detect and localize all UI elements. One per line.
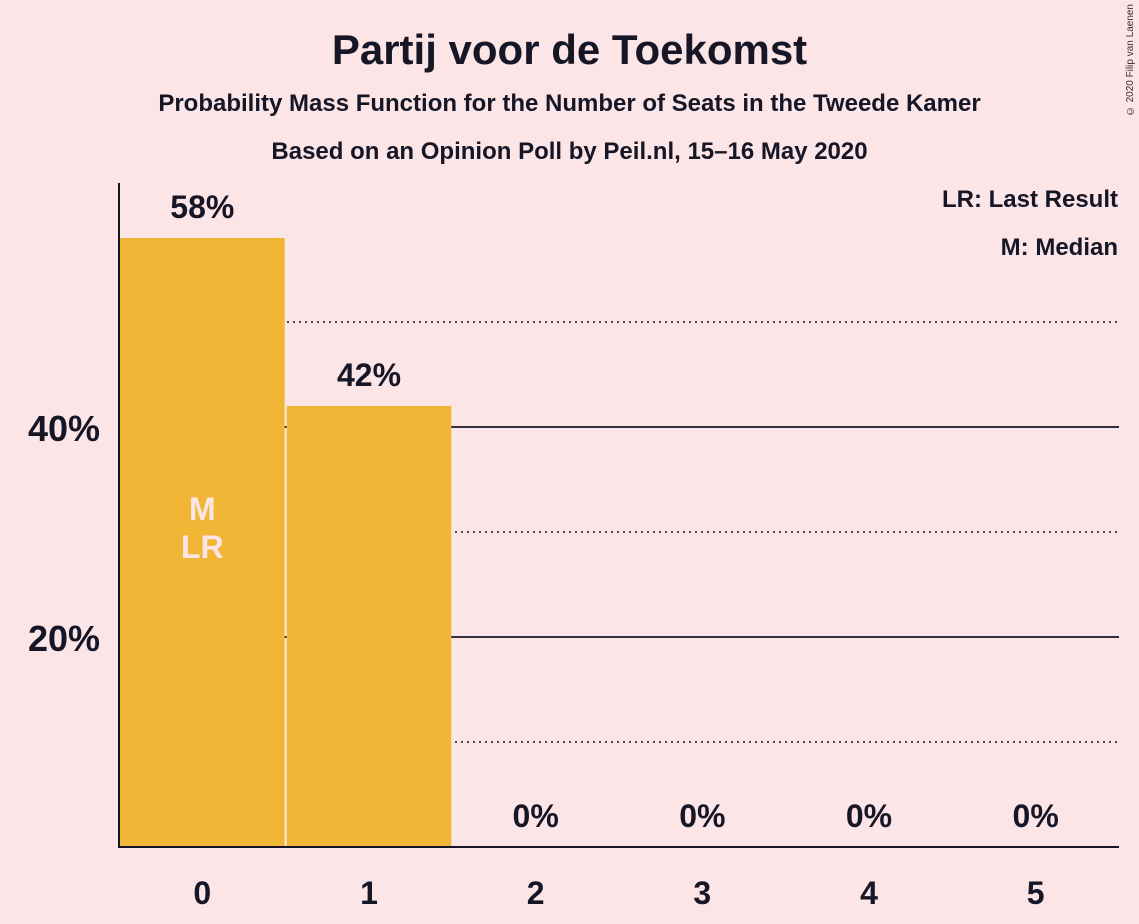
- x-tick-label: 2: [527, 875, 545, 911]
- bar: [120, 238, 285, 847]
- x-tick-label: 1: [360, 875, 378, 911]
- bar-value-label: 42%: [337, 357, 401, 393]
- chart-source: Based on an Opinion Poll by Peil.nl, 15–…: [271, 138, 868, 165]
- y-tick-label: 40%: [28, 408, 100, 449]
- bar-value-label: 0%: [846, 798, 892, 834]
- bar-value-label: 0%: [679, 798, 725, 834]
- bar-annotation-label: M: [189, 491, 216, 527]
- legend-median: M: Median: [1000, 234, 1118, 261]
- bar-annotation-label: LR: [181, 529, 224, 565]
- y-tick-label: 20%: [28, 618, 100, 659]
- x-tick-label: 0: [193, 875, 211, 911]
- bar-value-label: 0%: [1013, 798, 1059, 834]
- bar-value-label: 58%: [170, 189, 234, 225]
- x-tick-label: 4: [860, 875, 878, 911]
- chart-title: Partij voor de Toekomst: [331, 26, 808, 73]
- legend-last-result: LR: Last Result: [941, 186, 1118, 213]
- chart-subtitle: Probability Mass Function for the Number…: [158, 90, 981, 117]
- x-tick-label: 5: [1027, 875, 1045, 911]
- bar: [286, 406, 452, 847]
- x-tick-label: 3: [693, 875, 711, 911]
- bar-value-label: 0%: [513, 798, 559, 834]
